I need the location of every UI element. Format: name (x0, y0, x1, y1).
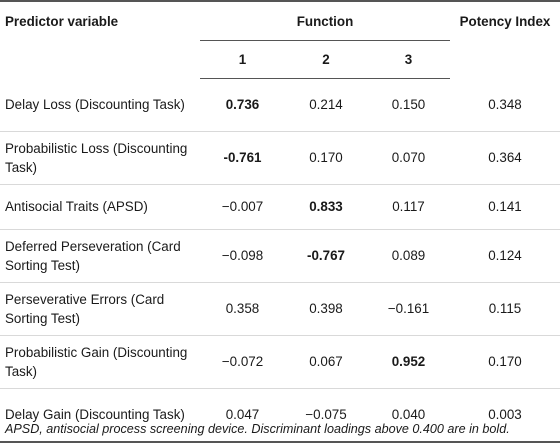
table-row: Perseverative Errors (Card Sorting Test)… (0, 282, 560, 336)
f2-cell: 0.398 (285, 282, 367, 336)
f3-cell: 0.117 (367, 184, 450, 230)
table-row: Delay Loss (Discounting Task) 0.736 0.21… (0, 78, 560, 132)
f1-cell: −0.007 (200, 184, 285, 230)
function-2-header: 2 (285, 40, 367, 79)
function-group-header: Function (200, 0, 450, 41)
table-row: Probabilistic Loss (Discounting Task) -0… (0, 131, 560, 185)
function-1-header: 1 (200, 40, 285, 79)
f3-cell: 0.952 (367, 335, 450, 389)
f3-cell: 0.040 (367, 388, 450, 443)
f3-cell: 0.089 (367, 229, 450, 283)
f1-cell: -0.761 (200, 131, 285, 185)
predictor-cell: Antisocial Traits (APSD) (0, 184, 200, 230)
potency-cell: 0.348 (450, 78, 560, 132)
f2-cell: 0.067 (285, 335, 367, 389)
f1-cell: −0.072 (200, 335, 285, 389)
header-row-1: Predictor variable Function Potency Inde… (0, 0, 560, 79)
predictor-cell: Deferred Perseveration (Card Sorting Tes… (0, 229, 200, 283)
potency-cell: 0.364 (450, 131, 560, 185)
f3-cell: 0.150 (367, 78, 450, 132)
f2-cell: -0.767 (285, 229, 367, 283)
f3-cell: −0.161 (367, 282, 450, 336)
f3-cell: 0.070 (367, 131, 450, 185)
potency-cell: 0.003 (450, 388, 560, 443)
potency-header: Potency Index (450, 0, 560, 79)
f2-cell: 0.833 (285, 184, 367, 230)
f2-cell: 0.214 (285, 78, 367, 132)
table-row: Antisocial Traits (APSD) −0.007 0.833 0.… (0, 184, 560, 230)
potency-cell: 0.115 (450, 282, 560, 336)
f1-cell: −0.098 (200, 229, 285, 283)
f1-cell: 0.047 (200, 388, 285, 443)
predictor-header: Predictor variable (0, 0, 200, 79)
potency-cell: 0.141 (450, 184, 560, 230)
predictor-cell: Probabilistic Loss (Discounting Task) (0, 131, 200, 185)
table-row: Deferred Perseveration (Card Sorting Tes… (0, 229, 560, 283)
table-footnote: APSD, antisocial process screening devic… (5, 422, 510, 436)
predictor-cell: Probabilistic Gain (Discounting Task) (0, 335, 200, 389)
predictor-cell: Perseverative Errors (Card Sorting Test) (0, 282, 200, 336)
potency-cell: 0.124 (450, 229, 560, 283)
header-row-2: 1 2 3 (0, 40, 560, 79)
predictor-cell: Delay Loss (Discounting Task) (0, 78, 200, 132)
f1-cell: 0.358 (200, 282, 285, 336)
predictor-cell: Delay Gain (Discounting Task) (0, 388, 200, 443)
table-row: Delay Gain (Discounting Task) 0.047 −0.0… (0, 388, 560, 443)
f2-cell: 0.170 (285, 131, 367, 185)
function-3-header: 3 (367, 40, 450, 79)
potency-cell: 0.170 (450, 335, 560, 389)
f1-cell: 0.736 (200, 78, 285, 132)
f2-cell: −0.075 (285, 388, 367, 443)
table-row: Probabilistic Gain (Discounting Task) −0… (0, 335, 560, 389)
